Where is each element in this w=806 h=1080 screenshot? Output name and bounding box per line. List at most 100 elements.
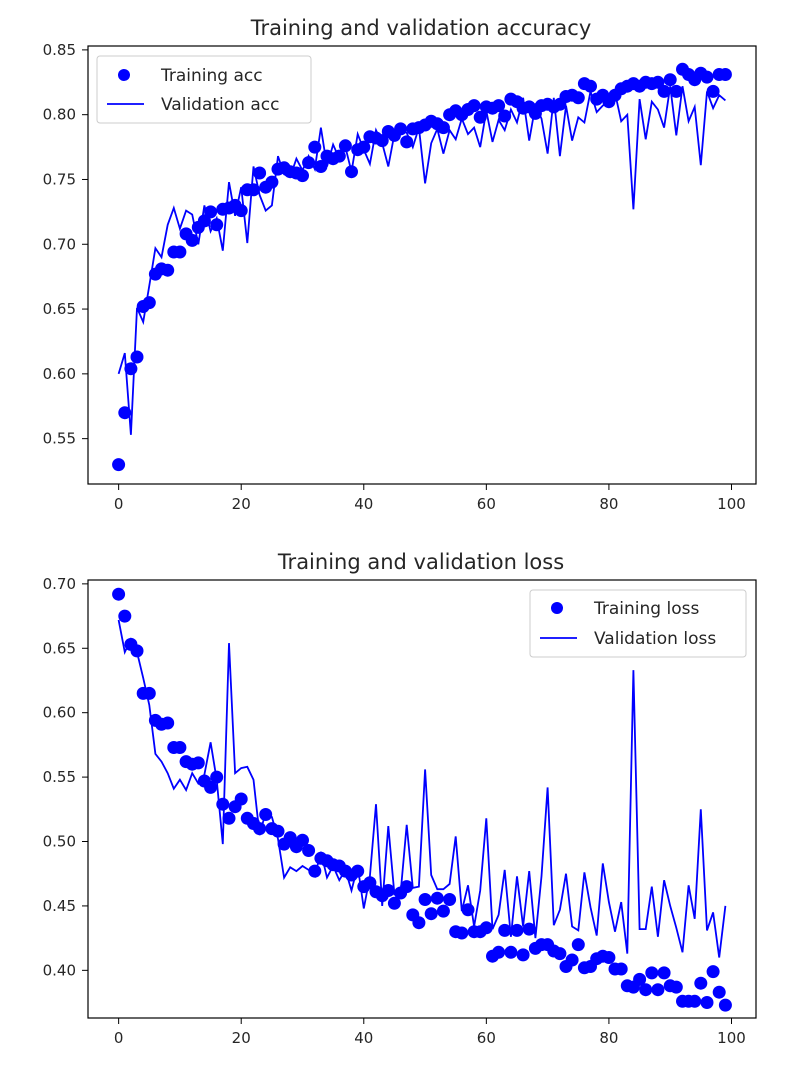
loss-training-point [461,903,475,917]
loss-training-point [308,864,322,878]
acc-training-point [204,205,218,219]
acc-y-tick-label: 0.70 [43,235,76,253]
loss-training-point [688,994,702,1008]
loss-training-point [351,864,365,878]
loss-training-point [639,983,653,997]
loss-training-point [492,945,506,959]
acc-training-point [669,84,683,98]
loss-y-tick-label: 0.50 [43,833,76,851]
acc-training-point [718,68,732,81]
loss-training-point [118,609,132,623]
validation-loss-line [117,619,727,958]
acc-training-point [124,362,138,376]
acc-training-point [296,169,309,183]
accuracy-chart: Training and validation accuracy 0 20 40 60… [43,16,757,513]
loss-training-point [222,811,236,825]
acc-training-point [185,233,199,247]
acc-y-tick-label: 0.60 [43,365,76,383]
acc-training-point [657,84,671,98]
loss-training-point [296,833,309,847]
acc-training-point [118,406,132,420]
loss-training-point [669,980,683,994]
acc-training-point [161,263,175,277]
loss-training-point [633,972,647,986]
loss-y-tick-label: 0.45 [43,897,76,915]
acc-x-tick-label: 80 [599,495,618,513]
training-acc-points [112,62,732,472]
loss-x-tick-label: 80 [599,1029,618,1047]
training-loss-legend-label: Training loss [593,599,699,619]
acc-x-tick-label: 0 [114,495,124,513]
training-loss-legend-marker [551,602,563,614]
loss-training-point [271,824,285,838]
accuracy-y-axis: 0.55 0.60 0.65 0.70 0.75 0.80 0.85 [43,41,88,448]
acc-y-tick-label: 0.75 [43,170,76,188]
training-loss-points [112,587,732,1012]
acc-training-point [308,140,322,154]
acc-y-tick-label: 0.55 [43,430,76,448]
training-acc-legend-label: Training acc [160,66,263,86]
acc-training-point [314,160,328,173]
accuracy-x-axis: 0 20 40 60 80 100 [114,484,746,513]
acc-training-point [473,110,487,124]
loss-training-point [412,916,426,930]
acc-training-point [338,139,352,153]
acc-training-point [663,73,677,87]
acc-training-point [253,166,267,180]
acc-training-point [173,245,187,259]
loss-x-tick-label: 40 [354,1029,373,1047]
loss-training-point [694,976,708,990]
loss-training-point [516,948,530,962]
accuracy-legend-box [96,55,312,124]
loss-training-point [657,966,671,980]
loss-training-point [522,922,536,936]
loss-training-point [130,644,144,658]
loss-legend: Training loss Validation loss [529,589,747,658]
acc-training-point [375,134,389,148]
acc-training-point [142,296,156,310]
loss-training-point [645,966,659,980]
loss-training-point [718,998,732,1012]
loss-y-tick-label: 0.70 [43,575,76,593]
loss-training-point [571,938,585,952]
loss-y-tick-label: 0.65 [43,639,76,657]
loss-training-point [210,770,224,784]
loss-training-point [553,947,567,961]
loss-y-tick-label: 0.60 [43,704,76,722]
acc-training-point [706,84,720,98]
loss-training-point [602,951,616,964]
acc-training-point [357,140,371,154]
validation-acc-legend-label: Validation acc [161,95,279,115]
validation-loss-legend-label: Validation loss [594,629,716,649]
loss-y-tick-label: 0.55 [43,768,76,786]
loss-chart: Training and validation loss 0 20 40 60 80 10… [43,550,757,1047]
acc-x-tick-label: 100 [717,495,746,513]
loss-training-point [363,876,377,890]
acc-training-point [436,121,450,135]
loss-training-point [173,741,187,754]
loss-training-point [161,716,175,730]
training-acc-legend-marker [118,69,130,81]
loss-training-point [479,921,493,935]
loss-training-point [253,822,267,836]
loss-training-point [216,797,230,811]
loss-chart-title: Training and validation loss [277,550,564,574]
loss-training-point [400,880,414,894]
loss-training-point [565,953,579,967]
acc-y-tick-label: 0.80 [43,106,76,124]
acc-training-point [332,149,346,163]
loss-y-tick-label: 0.40 [43,961,76,979]
accuracy-chart-title: Training and validation accuracy [250,16,592,40]
loss-x-tick-label: 20 [232,1029,251,1047]
loss-x-tick-label: 0 [114,1029,124,1047]
loss-training-point [424,907,438,921]
acc-training-point [498,109,512,123]
loss-training-point [259,808,273,821]
acc-training-point [700,70,714,84]
acc-training-point [651,75,665,89]
loss-training-point [302,844,316,857]
acc-x-tick-label: 20 [232,495,251,513]
loss-training-point [706,965,720,979]
acc-training-point [247,183,260,197]
